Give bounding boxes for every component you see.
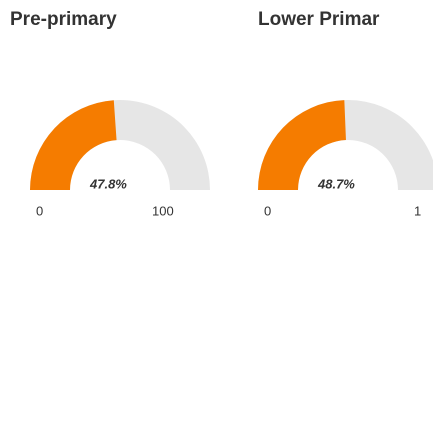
value-label: 47.8% [89,176,127,191]
gauge-value [258,100,346,190]
tick-label: 100 [152,203,174,218]
tick-label: 1 [414,203,421,218]
gauge-value [30,100,117,190]
tick-label: 0 [36,203,43,218]
gauge-title: Lower Primar [258,9,380,30]
gauge-title: Pre-primary [10,9,117,30]
tick-label: 0 [264,203,271,218]
value-label: 48.7% [317,176,355,191]
